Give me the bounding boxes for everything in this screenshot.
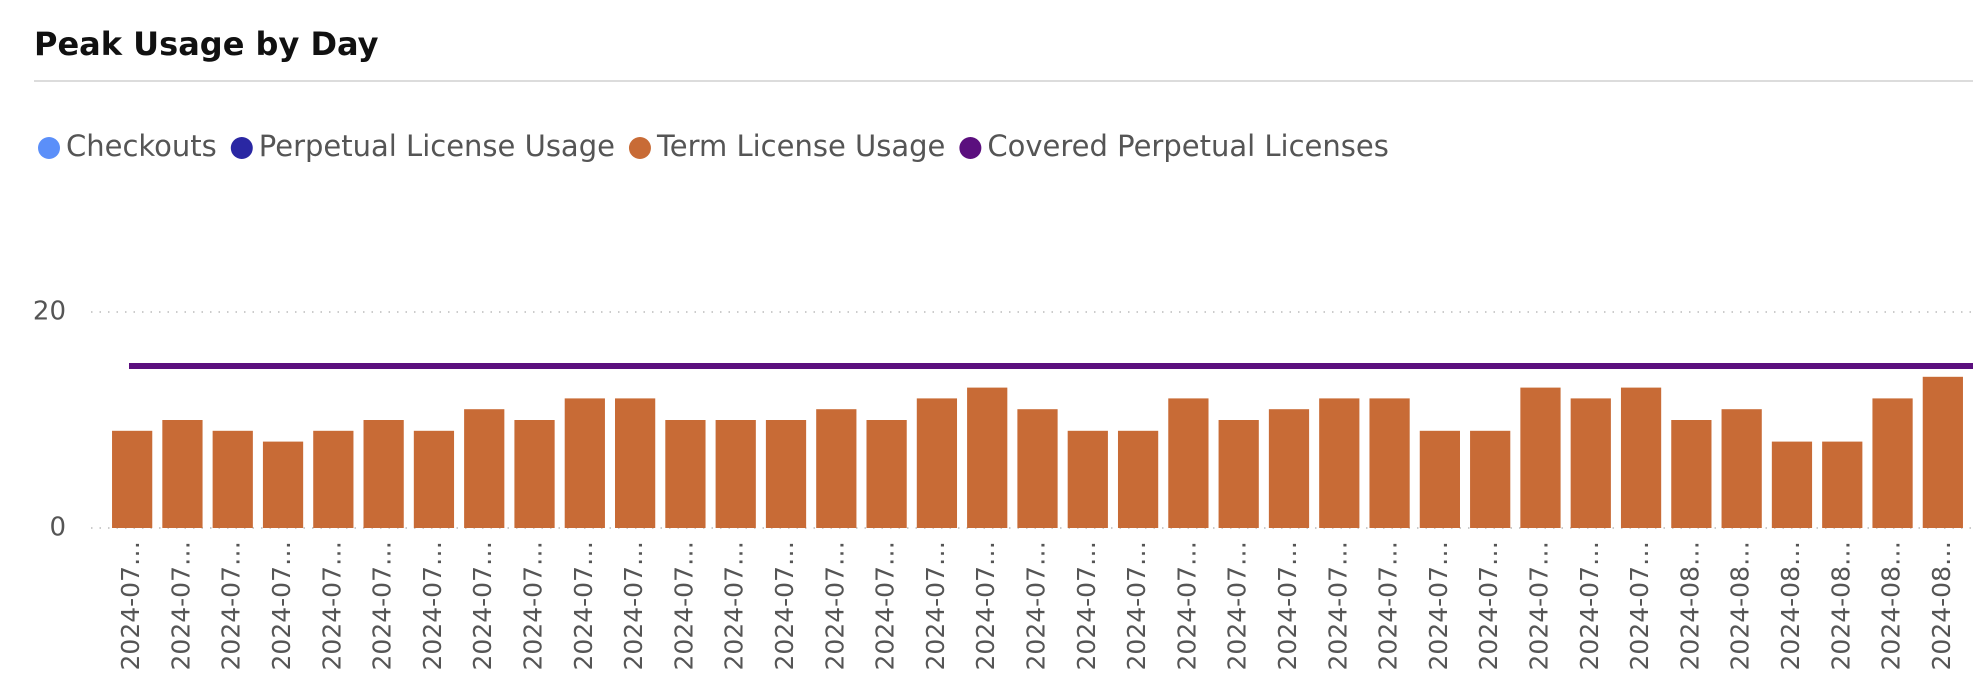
legend-label: Perpetual License Usage (259, 129, 615, 163)
bar (514, 420, 555, 528)
bar (1369, 398, 1410, 528)
bar (1117, 430, 1159, 528)
legend-marker (959, 137, 982, 159)
legend-marker (628, 137, 651, 159)
x-tick-label: 2024-08… (1877, 541, 1906, 670)
x-tick-label: 2024-07… (418, 541, 447, 670)
bar (313, 430, 354, 528)
x-tick-label: 2024-08… (1726, 541, 1755, 670)
bar (1017, 409, 1058, 528)
legend-label: Checkouts (66, 129, 217, 163)
legend-marker (230, 137, 253, 159)
x-tick-label: 2024-08… (1776, 541, 1805, 670)
y-tick-label: 0 (49, 513, 66, 543)
x-tick-label: 2024-07… (1374, 541, 1403, 670)
bar (1922, 376, 1963, 528)
x-tick-label: 2024-07… (1122, 541, 1151, 670)
bar (1419, 430, 1460, 528)
bar (1822, 441, 1863, 528)
x-tick-label: 2024-07… (166, 541, 195, 670)
bar (1168, 398, 1209, 528)
x-tick-label: 2024-07… (1575, 541, 1604, 670)
bar (1520, 387, 1561, 528)
bar (1218, 420, 1259, 528)
bar (1268, 409, 1310, 528)
legend-marker (38, 137, 60, 159)
x-tick-label: 2024-07… (1022, 541, 1051, 670)
x-tick-label: 2024-07… (971, 541, 1000, 670)
x-tick-label: 2024-07… (1323, 541, 1352, 670)
bar (212, 430, 253, 528)
x-tick-label: 2024-07… (1273, 541, 1302, 670)
bar (1570, 398, 1611, 528)
x-tick-label: 2024-07… (1172, 541, 1201, 670)
x-tick-label: 2024-07… (468, 541, 497, 670)
x-tick-label: 2024-07… (720, 541, 749, 670)
bar (1319, 398, 1360, 528)
bar (1872, 398, 1913, 528)
x-tick-label: 2024-08… (1675, 541, 1704, 670)
bar (615, 398, 656, 528)
x-tick-label: 2024-07… (317, 541, 346, 670)
x-tick-label: 2024-07… (519, 541, 548, 670)
legend: Checkouts Perpetual License Usage Term Lic… (38, 129, 1389, 163)
bar (1620, 387, 1662, 528)
x-tick-label: 2024-07… (1625, 541, 1654, 670)
chart-title: Peak Usage by Day (34, 25, 379, 63)
x-tick-label: 2024-07… (368, 541, 397, 670)
bar (162, 420, 203, 528)
x-tick-label: 2024-07… (669, 541, 698, 670)
bar (816, 409, 857, 528)
x-tick-label: 2024-07… (217, 541, 246, 670)
x-tick-label: 2024-08… (1927, 541, 1956, 670)
x-tick-label: 2024-07… (1424, 541, 1453, 670)
x-tick-label: 2024-07… (1223, 541, 1252, 670)
bar (1671, 420, 1712, 528)
x-tick-label: 2024-07… (267, 541, 296, 670)
bar (665, 420, 706, 528)
legend-label: Term License Usage (656, 129, 945, 163)
bar (715, 420, 756, 528)
bar (765, 420, 807, 528)
bar (464, 409, 505, 528)
legend-label: Covered Perpetual Licenses (987, 129, 1388, 163)
x-tick-label: 2024-08… (1826, 541, 1855, 670)
bar (866, 420, 907, 528)
bar (1771, 441, 1813, 528)
bar (916, 398, 958, 528)
bar (967, 387, 1008, 528)
bar (1721, 409, 1762, 528)
x-tick-label: 2024-07… (1474, 541, 1503, 670)
x-tick-label: 2024-07… (921, 541, 950, 670)
bar (413, 430, 455, 528)
bar (1470, 430, 1511, 528)
bar (262, 441, 304, 528)
x-tick-label: 2024-07… (116, 541, 145, 670)
y-tick-label: 20 (33, 297, 66, 327)
x-tick-label: 2024-07… (770, 541, 799, 670)
x-tick-label: 2024-07… (569, 541, 598, 670)
bar (1067, 430, 1108, 528)
x-tick-label: 2024-07… (1072, 541, 1101, 670)
bar (112, 430, 153, 528)
x-tick-label: 2024-07… (820, 541, 849, 670)
x-tick-label: 2024-07… (871, 541, 900, 670)
x-tick-label: 2024-07… (1524, 541, 1553, 670)
bar (363, 420, 404, 528)
bar (564, 398, 605, 528)
x-tick-label: 2024-07… (619, 541, 648, 670)
